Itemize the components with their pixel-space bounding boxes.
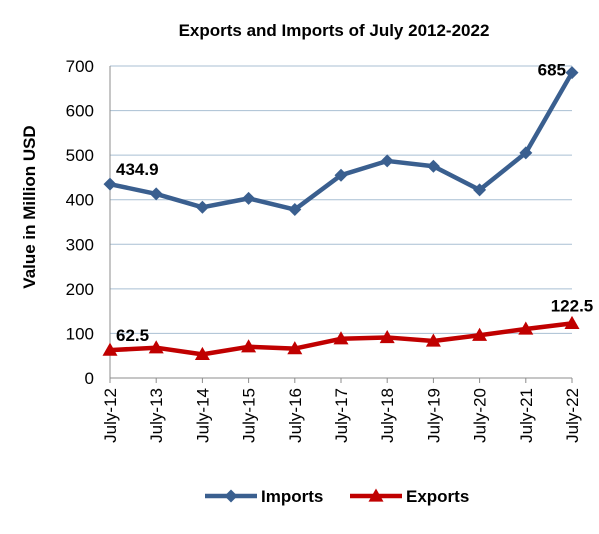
exports-point: [379, 329, 395, 344]
y-tick-label: 100: [66, 324, 94, 343]
imports-point: [426, 159, 440, 173]
y-tick-label: 200: [66, 280, 94, 299]
exports-point: [148, 340, 164, 354]
imports-point: [103, 177, 117, 191]
x-tick-label: July-20: [471, 388, 490, 443]
imports-point: [519, 146, 533, 160]
imports-point: [334, 168, 348, 182]
legend-label-imports: Imports: [261, 487, 323, 506]
x-tick-label: July-19: [424, 388, 443, 443]
y-tick-label: 700: [66, 57, 94, 76]
legend-marker-imports: [224, 489, 238, 503]
y-tick-label: 300: [66, 235, 94, 254]
plot-area: 0 100 200 300 400 500 600 700 July-12 July-13 July…: [66, 57, 594, 443]
exports-point: [287, 341, 303, 355]
exports-data-label: 62.5: [116, 326, 149, 345]
x-tick-label: July-15: [240, 388, 259, 443]
x-tick-label: July-14: [193, 388, 212, 443]
imports-point: [565, 66, 579, 80]
exports-point: [333, 331, 349, 345]
legend-marker-exports: [368, 488, 384, 502]
x-tick-label: July-17: [332, 388, 351, 443]
y-tick-label: 500: [66, 146, 94, 165]
x-tick-label: July-12: [101, 388, 120, 443]
chart-title: Exports and Imports of July 2012-2022: [179, 21, 490, 40]
imports-data-label: 685: [538, 61, 566, 80]
imports-point: [473, 183, 487, 197]
imports-point: [242, 191, 256, 205]
x-tick-label: July-13: [147, 388, 166, 443]
imports-point: [288, 203, 302, 217]
imports-point: [195, 200, 209, 214]
exports-point: [241, 339, 257, 353]
exports-point: [425, 333, 441, 347]
imports-series-line: [107, 70, 575, 212]
imports-point: [149, 187, 163, 201]
exports-point: [194, 346, 210, 361]
exports-point: [472, 327, 488, 341]
x-tick-label: July-18: [378, 388, 397, 443]
exports-data-label: 122.5: [551, 296, 594, 315]
exports-point: [102, 342, 118, 356]
y-tick-label: 600: [66, 102, 94, 121]
imports-point: [380, 154, 394, 168]
exports-point: [518, 321, 534, 335]
y-tick-label: 0: [85, 369, 94, 388]
y-axis-label: Value in Million USD: [20, 125, 39, 288]
legend-label-exports: Exports: [406, 487, 469, 506]
legend: Imports Exports: [205, 487, 469, 506]
imports-data-label: 434.9: [116, 160, 159, 179]
y-tick-label: 400: [66, 191, 94, 210]
x-tick-label: July-21: [517, 388, 536, 443]
exports-point: [564, 315, 580, 330]
x-tick-label: July-22: [563, 388, 582, 443]
x-tick-label: July-16: [286, 388, 305, 443]
